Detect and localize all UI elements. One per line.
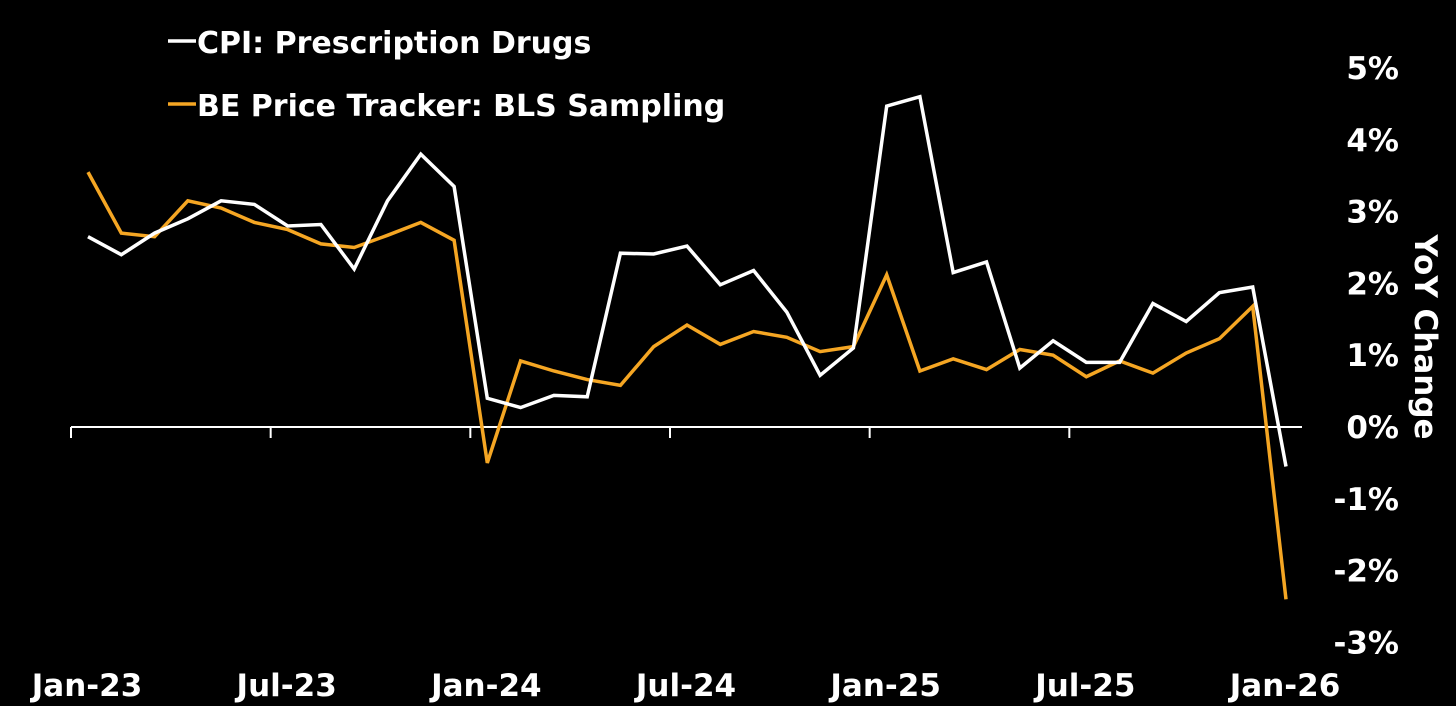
x-tick-label: Jan-26 (1228, 668, 1341, 704)
x-tick-label: Jul-23 (235, 668, 337, 704)
legend-label: CPI: Prescription Drugs (197, 26, 591, 61)
y-tick-label: 4% (1346, 123, 1399, 159)
x-tick-label: Jan-25 (828, 668, 941, 704)
y-axis-title: YoY Change (1407, 233, 1443, 439)
y-tick-label: -3% (1334, 625, 1400, 661)
series-line (87, 94, 1288, 467)
y-tick-label: 0% (1346, 410, 1399, 446)
legend: CPI: Prescription Drugs BE Price Tracker:… (168, 26, 725, 124)
series-layer (86, 94, 1288, 600)
axis-layer: Jan-23 Jul-23 Jan-24 Jul-24 Jan-25 Jul-25 Jan-… (30, 51, 1399, 704)
y-tick-label: 5% (1346, 51, 1399, 87)
y-tick-label: 1% (1346, 338, 1399, 374)
series-line (86, 171, 1288, 600)
x-tick-label: Jan-24 (429, 668, 542, 704)
y-tick-label: 3% (1346, 195, 1399, 231)
x-tick-label: Jul-24 (634, 668, 736, 704)
y-tick-label: 2% (1346, 266, 1399, 302)
legend-label: BE Price Tracker: BLS Sampling (197, 89, 725, 124)
y-tick-label: -1% (1334, 482, 1400, 518)
y-tick-label: -2% (1334, 554, 1400, 590)
x-tick-label: Jul-25 (1033, 668, 1135, 704)
x-tick-label: Jan-23 (30, 668, 143, 704)
